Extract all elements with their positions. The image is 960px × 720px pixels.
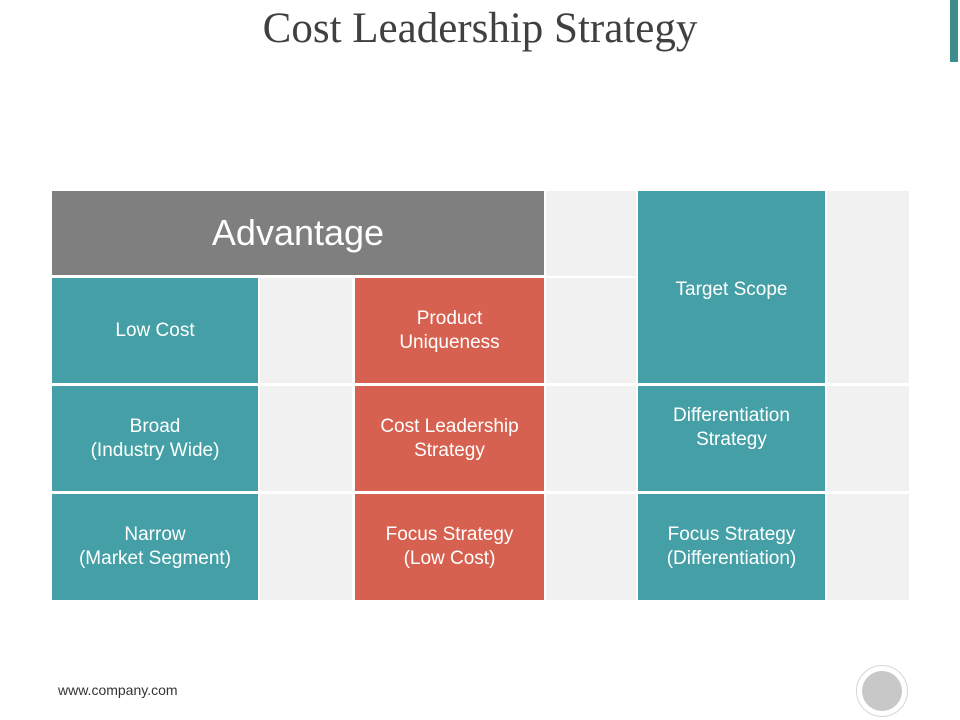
empty-cell xyxy=(827,191,909,383)
empty-cell xyxy=(546,191,636,276)
circle-icon-inner xyxy=(862,671,902,711)
focus-low-cost-cell: Focus Strategy (Low Cost) xyxy=(355,494,544,600)
empty-cell xyxy=(546,278,636,383)
cost-leadership-cell: Cost Leadership Strategy xyxy=(355,386,544,491)
empty-cell xyxy=(260,386,352,491)
narrow-cell: Narrow (Market Segment) xyxy=(52,494,258,600)
page-title: Cost Leadership Strategy xyxy=(262,5,698,52)
empty-cell xyxy=(827,494,909,600)
product-uniqueness-label: Product Uniqueness xyxy=(399,307,500,353)
focus-differentiation-cell: Focus Strategy (Differentiation) xyxy=(638,494,825,600)
broad-label: Broad (Industry Wide) xyxy=(90,415,220,461)
focus-differentiation-label: Focus Strategy (Differentiation) xyxy=(666,524,797,569)
cost-leadership-label: Cost Leadership Strategy xyxy=(380,415,519,461)
accent-bar xyxy=(950,0,958,62)
circle-icon xyxy=(856,665,908,717)
advantage-header: Advantage xyxy=(52,191,544,275)
advantage-label: Advantage xyxy=(211,212,385,253)
empty-cell xyxy=(827,386,909,491)
low-cost-label: Low Cost xyxy=(115,319,195,341)
target-scope-header: Target Scope xyxy=(638,191,825,383)
low-cost-cell: Low Cost xyxy=(52,278,258,383)
product-uniqueness-cell: Product Uniqueness xyxy=(355,278,544,383)
footer-url: www.company.com xyxy=(58,682,178,698)
narrow-label: Narrow (Market Segment) xyxy=(78,524,232,569)
differentiation-label: Differentiation Strategy xyxy=(673,405,790,450)
empty-cell xyxy=(260,494,352,600)
target-scope-label: Target Scope xyxy=(675,279,788,300)
focus-low-cost-label: Focus Strategy (Low Cost) xyxy=(385,524,514,569)
differentiation-cell: Differentiation Strategy xyxy=(638,386,825,491)
empty-cell xyxy=(546,494,636,600)
empty-cell xyxy=(260,278,352,383)
broad-cell: Broad (Industry Wide) xyxy=(52,386,258,491)
empty-cell xyxy=(546,386,636,491)
